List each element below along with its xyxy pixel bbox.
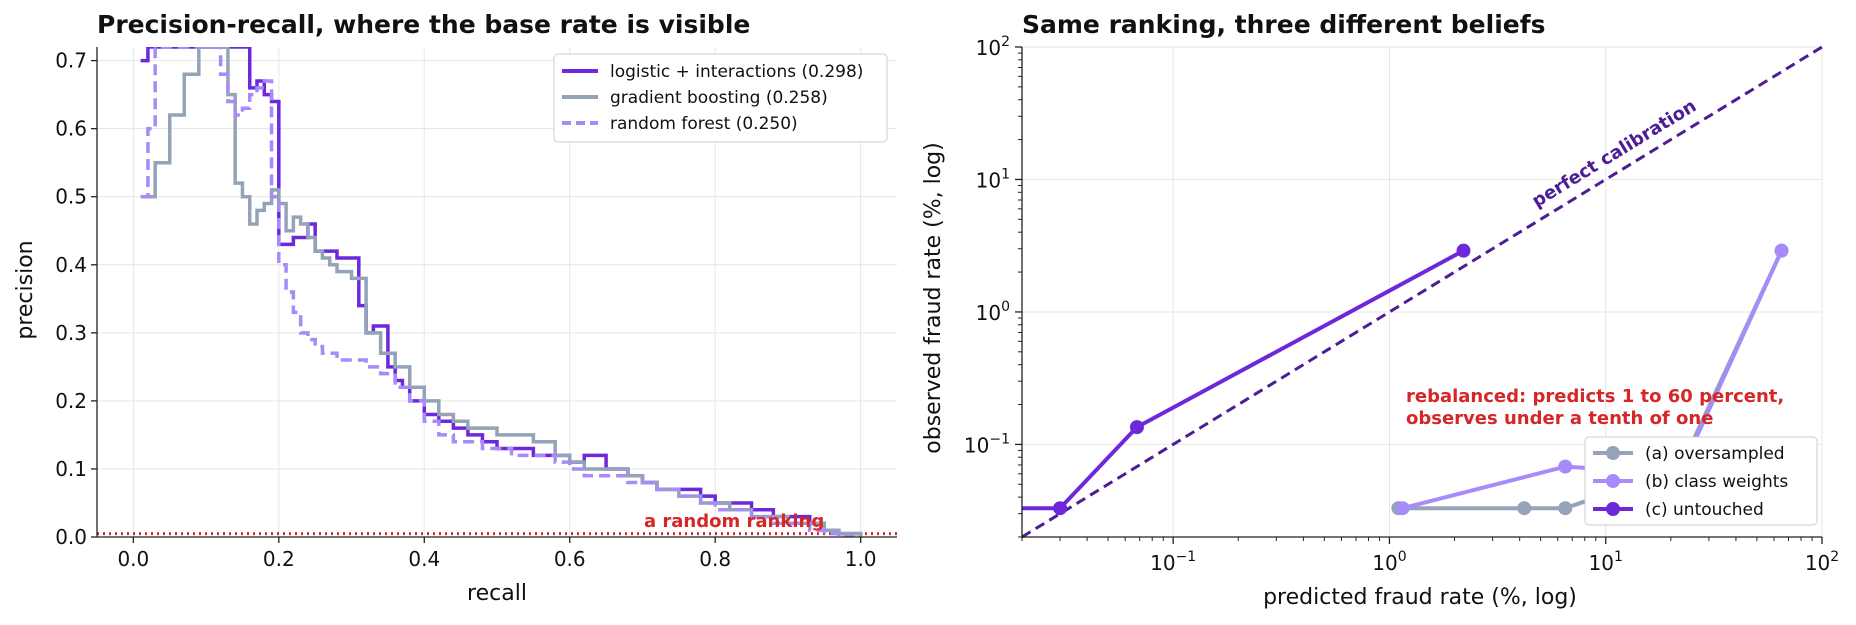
pr-x-tick-label: 1.0 [845, 547, 877, 571]
pr-series-gradient-boostingline [147, 47, 863, 537]
pr-legend-label: logistic + interactions (0.298) [610, 62, 863, 82]
pr-y-tick-label: 0.6 [55, 117, 87, 141]
pr-x-tick-label: 0.0 [117, 547, 149, 571]
calibration-legend-marker [1606, 446, 1620, 460]
calibration-point-a-oversampled [1558, 501, 1573, 516]
calibration-point-b-class-weights [1395, 501, 1410, 516]
calibration-legend: (a) oversampled (b) class weights (c) unto… [1584, 436, 1818, 526]
calibration-x-tick-label: 102 [1805, 549, 1839, 575]
pr-title: Precision-recall, where the base rate is… [97, 10, 750, 39]
pr-y-tick-label: 0.7 [55, 49, 87, 73]
calibration-y-tick-label: 102 [976, 34, 1010, 60]
pr-x-tick-label: 0.4 [408, 547, 440, 571]
calibration-legend-label: (a) oversampled [1645, 444, 1785, 464]
calibration-point-c-untouched [1129, 420, 1144, 435]
calibration-series-c-untouched-line [1022, 248, 1465, 511]
calibration-x-axis-label: predicted fraud rate (%, log) [1263, 585, 1577, 610]
perfect-calibration-label: perfect calibration [1528, 96, 1700, 212]
pr-axes: 0.0 0.2 0.4 0.6 0.8 1.0 0.0 0.1 0.2 0.3 0.4 0.5 0.6 0… [55, 47, 897, 571]
calibration-y-tick-label: 101 [976, 166, 1010, 192]
pr-series-random-forestline [140, 47, 861, 537]
calibration-point-c-untouched [1456, 243, 1471, 258]
calibration-x-tick-label: 10−1 [1150, 549, 1196, 575]
pr-x-tick-label: 0.8 [699, 547, 731, 571]
pr-legend-box [553, 53, 888, 143]
calibration-point-a-oversampled [1517, 501, 1532, 516]
calibration-y-axis-label: observed fraud rate (%, log) [921, 142, 946, 453]
pr-y-tick-label: 0.5 [55, 185, 87, 209]
calibration-series-group [1022, 243, 1789, 516]
calibration-axes: 10−1 100 101 102 10−1 100 101 102 [964, 34, 1839, 575]
pr-legend-label: random forest (0.250) [610, 114, 798, 134]
pr-x-tick-label: 0.2 [263, 547, 295, 571]
calibration-y-tick-label: 100 [976, 299, 1010, 325]
calibration-legend-label: (c) untouched [1645, 500, 1764, 520]
pr-baseline-label: a random ranking [644, 511, 824, 532]
calibration-panel: Same ranking, three different beliefs pe… [921, 10, 1839, 610]
calibration-legend-marker [1606, 502, 1620, 516]
pr-y-tick-label: 0.1 [55, 457, 87, 481]
calibration-y-tick-label: 10−1 [964, 431, 1010, 457]
pr-y-tick-label: 0.4 [55, 253, 87, 277]
calibration-legend-box [1584, 436, 1818, 526]
pr-x-axis-label: recall [467, 581, 527, 606]
pr-x-tick-label: 0.6 [554, 547, 586, 571]
perfect-calibration-line [1021, 45, 1823, 539]
calibration-reference [1021, 45, 1823, 539]
rebalanced-annotation-line-2: observes under a tenth of one [1406, 408, 1713, 429]
calibration-point-c-untouched [1053, 501, 1068, 516]
calibration-x-tick-label: 100 [1372, 549, 1406, 575]
calibration-legend-marker [1606, 474, 1620, 488]
pr-y-axis-label: precision [13, 240, 38, 339]
pr-series-group [140, 47, 863, 537]
pr-panel: Precision-recall, where the base rate is… [13, 10, 897, 606]
pr-legend: logistic + interactions (0.298) gradient … [553, 53, 888, 143]
pr-legend-label: gradient boosting (0.258) [610, 88, 828, 108]
pr-y-tick-label: 0.3 [55, 321, 87, 345]
calibration-title: Same ranking, three different beliefs [1022, 10, 1545, 39]
calibration-legend-label: (b) class weights [1645, 472, 1788, 492]
pr-y-tick-label: 0.0 [55, 525, 87, 549]
calibration-point-b-class-weights [1558, 459, 1573, 474]
calibration-x-tick-label: 101 [1589, 549, 1623, 575]
calibration-point-b-class-weights [1774, 243, 1789, 258]
rebalanced-annotation-line-1: rebalanced: predicts 1 to 60 percent, [1406, 386, 1784, 407]
pr-y-tick-label: 0.2 [55, 389, 87, 413]
